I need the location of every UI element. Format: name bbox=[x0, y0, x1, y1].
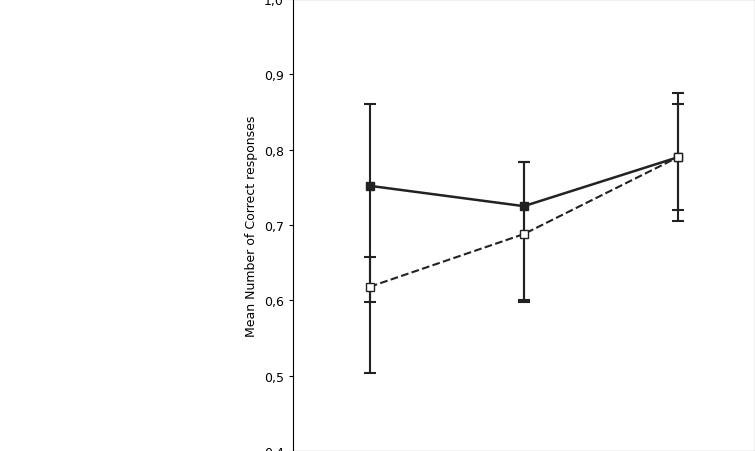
Y-axis label: Mean Number of Correct responses: Mean Number of Correct responses bbox=[245, 115, 258, 336]
